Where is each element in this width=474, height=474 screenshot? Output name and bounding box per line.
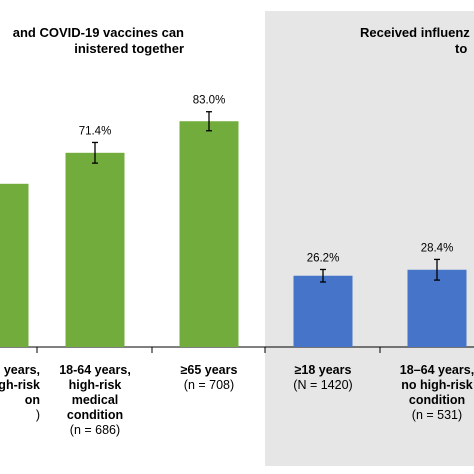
category-name: ≥65 years [180,363,238,377]
data-label: 26.2% [307,252,340,264]
category-name: 18-64 years, high-risk medical condition [59,363,131,422]
bar [407,269,467,347]
category-name: 18–64 years, no high-risk condition [399,363,474,407]
panel-2-title-line-1: Received influenz [360,25,470,40]
category-n: (N = 1420) [293,378,353,392]
category-name: ≥18 years [294,363,352,377]
panel-2-title-line-2: to [455,41,468,56]
bar [293,275,353,347]
category-n: (n = 686) [69,423,121,437]
panel-1-title-line-2: inistered together [74,41,184,56]
bar [65,152,125,347]
category-label: 18-64 years, high-risk medical condition (n … [35,363,155,438]
category-label: ≥18 years (N = 1420) [263,363,383,393]
category-n: (n = 708) [183,378,235,392]
panel-1-title-line-1: and COVID-19 vaccines can [12,25,184,40]
panel-background [265,11,474,466]
data-label: 71.4% [79,125,112,137]
category-label: 18–64 years, no high-risk condition (n = 53… [377,363,474,423]
category-n: (n = 531) [411,408,463,422]
category-n: ) [35,408,40,422]
category-label: ≥65 years (n = 708) [149,363,269,393]
data-label: 28.4% [421,242,454,254]
bar [179,121,239,348]
bar [0,183,29,347]
data-label: 83.0% [193,95,226,107]
